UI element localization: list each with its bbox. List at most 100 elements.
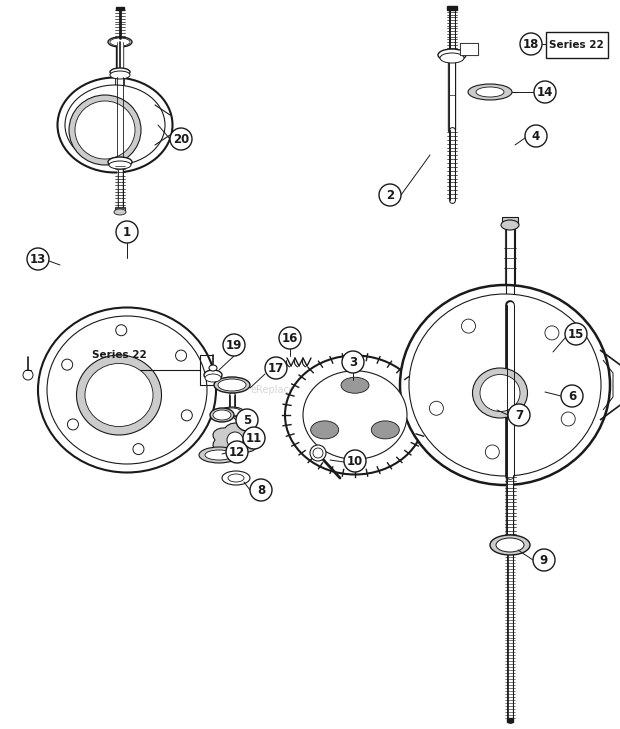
Circle shape xyxy=(265,357,287,379)
Circle shape xyxy=(561,385,583,407)
Circle shape xyxy=(116,324,126,336)
Bar xyxy=(546,32,608,58)
Text: Series 22: Series 22 xyxy=(92,350,147,360)
Polygon shape xyxy=(213,423,257,457)
Text: 1: 1 xyxy=(123,225,131,238)
Circle shape xyxy=(170,128,192,150)
Circle shape xyxy=(243,427,265,449)
Circle shape xyxy=(310,445,326,461)
Ellipse shape xyxy=(400,285,610,485)
Text: 12: 12 xyxy=(229,445,245,459)
Ellipse shape xyxy=(38,308,216,472)
Circle shape xyxy=(508,404,530,426)
Ellipse shape xyxy=(76,355,161,435)
Circle shape xyxy=(279,327,301,349)
Circle shape xyxy=(116,221,138,243)
Text: 15: 15 xyxy=(568,327,584,340)
Ellipse shape xyxy=(371,421,399,439)
Circle shape xyxy=(545,326,559,340)
Circle shape xyxy=(226,441,248,463)
Circle shape xyxy=(430,401,443,416)
Ellipse shape xyxy=(311,421,339,439)
Text: 10: 10 xyxy=(347,454,363,467)
Ellipse shape xyxy=(108,157,132,167)
Circle shape xyxy=(525,125,547,147)
Circle shape xyxy=(181,410,192,421)
Text: eReplacementParts.com: eReplacementParts.com xyxy=(250,385,370,395)
Text: 18: 18 xyxy=(523,37,539,50)
Text: 5: 5 xyxy=(243,413,251,426)
Bar xyxy=(507,718,513,722)
Ellipse shape xyxy=(223,408,241,416)
Ellipse shape xyxy=(47,316,207,464)
Text: 2: 2 xyxy=(386,189,394,201)
Ellipse shape xyxy=(58,77,172,173)
Ellipse shape xyxy=(214,377,250,393)
Ellipse shape xyxy=(496,538,524,552)
Ellipse shape xyxy=(210,408,234,422)
Ellipse shape xyxy=(110,71,130,79)
Bar xyxy=(460,43,478,55)
Ellipse shape xyxy=(85,364,153,426)
Circle shape xyxy=(236,409,258,431)
Text: 13: 13 xyxy=(30,252,46,265)
Text: 11: 11 xyxy=(246,432,262,445)
Text: 3: 3 xyxy=(349,356,357,368)
Circle shape xyxy=(520,33,542,55)
Ellipse shape xyxy=(303,371,407,459)
Ellipse shape xyxy=(476,87,504,97)
Ellipse shape xyxy=(472,368,528,418)
Ellipse shape xyxy=(199,447,239,463)
Circle shape xyxy=(533,549,555,571)
Ellipse shape xyxy=(65,85,165,165)
Bar xyxy=(460,43,478,55)
Ellipse shape xyxy=(204,370,222,380)
Ellipse shape xyxy=(438,49,466,61)
Circle shape xyxy=(61,359,73,370)
Circle shape xyxy=(342,351,364,373)
Text: 8: 8 xyxy=(257,483,265,496)
Circle shape xyxy=(175,350,187,361)
Ellipse shape xyxy=(109,161,131,169)
Ellipse shape xyxy=(213,410,231,420)
Circle shape xyxy=(223,334,245,356)
Ellipse shape xyxy=(205,450,233,460)
Ellipse shape xyxy=(218,379,246,391)
Ellipse shape xyxy=(220,407,244,417)
Circle shape xyxy=(565,323,587,345)
Ellipse shape xyxy=(490,535,530,555)
Text: 19: 19 xyxy=(226,338,242,351)
Ellipse shape xyxy=(480,375,520,411)
Text: 17: 17 xyxy=(268,362,284,375)
Circle shape xyxy=(313,448,323,458)
Ellipse shape xyxy=(110,38,130,46)
Circle shape xyxy=(344,450,366,472)
Ellipse shape xyxy=(114,209,126,215)
Text: 7: 7 xyxy=(515,408,523,421)
Text: 9: 9 xyxy=(540,553,548,566)
Text: 16: 16 xyxy=(282,332,298,345)
Ellipse shape xyxy=(110,68,130,76)
Ellipse shape xyxy=(228,474,244,482)
Text: Series 22: Series 22 xyxy=(549,40,604,50)
Text: 14: 14 xyxy=(537,85,553,98)
Text: 6: 6 xyxy=(568,389,576,402)
Circle shape xyxy=(133,443,144,455)
Circle shape xyxy=(461,319,476,333)
Ellipse shape xyxy=(409,294,601,476)
Circle shape xyxy=(227,432,243,448)
Text: 20: 20 xyxy=(173,133,189,146)
Ellipse shape xyxy=(501,220,519,230)
Circle shape xyxy=(27,248,49,270)
Ellipse shape xyxy=(205,374,221,382)
Bar xyxy=(502,217,518,225)
Circle shape xyxy=(534,81,556,103)
Text: 4: 4 xyxy=(532,130,540,142)
Circle shape xyxy=(23,370,33,380)
Ellipse shape xyxy=(468,84,512,100)
Circle shape xyxy=(561,412,575,426)
Ellipse shape xyxy=(341,377,369,393)
Ellipse shape xyxy=(209,365,217,371)
Circle shape xyxy=(68,419,79,430)
Ellipse shape xyxy=(440,53,464,63)
